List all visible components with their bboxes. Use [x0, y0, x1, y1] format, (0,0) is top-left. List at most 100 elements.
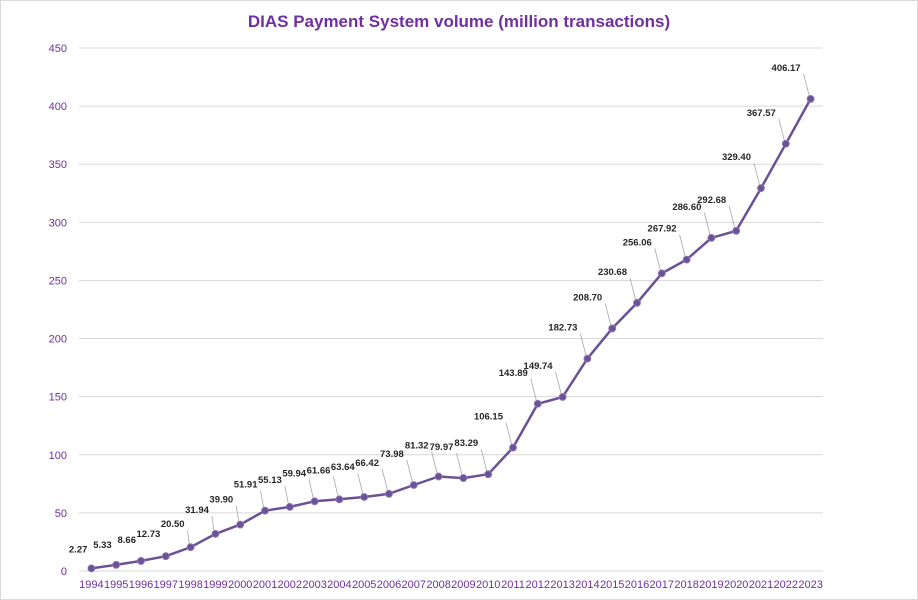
leader-line: [480, 449, 488, 471]
leader-line: [406, 459, 413, 482]
data-label: 2.27: [69, 544, 88, 555]
x-tick-label: 2013: [550, 579, 574, 591]
x-tick-label: 1999: [203, 579, 227, 591]
data-label: 406.17: [772, 63, 801, 74]
data-label: 61.66: [307, 465, 331, 476]
y-tick-label: 450: [49, 43, 67, 55]
x-tick-label: 2003: [302, 579, 326, 591]
x-tick-label: 1996: [129, 579, 153, 591]
x-tick-label: 2016: [625, 579, 649, 591]
leader-line: [530, 378, 537, 401]
y-tick-label: 250: [49, 275, 67, 287]
leader-line: [753, 163, 760, 185]
y-tick-label: 200: [49, 334, 67, 346]
x-tick-label: 2005: [352, 579, 376, 591]
y-tick-label: 0: [61, 566, 67, 578]
chart-title: DIAS Payment System volume (million tran…: [248, 12, 670, 31]
leader-line: [284, 485, 289, 504]
leader-line: [235, 505, 240, 522]
x-axis: 1994 1995 1996 1997 1998 1999 2000 2001 2002 2003…: [79, 579, 823, 591]
data-label: 286.60: [672, 202, 701, 213]
data-point: [186, 543, 195, 552]
x-tick-label: 2018: [674, 579, 698, 591]
leader-line: [260, 490, 264, 508]
leader-line: [803, 73, 810, 96]
y-tick-label: 100: [49, 450, 67, 462]
data-label: 39.90: [209, 495, 233, 506]
leader-line: [211, 515, 215, 531]
data-point: [757, 184, 765, 193]
data-label: 329.40: [722, 152, 751, 163]
x-tick-label: 2022: [774, 579, 798, 591]
data-point: [583, 354, 592, 363]
leader-line: [604, 303, 612, 326]
data-point: [657, 269, 666, 278]
x-tick-label: 2002: [278, 579, 302, 591]
x-tick-label: 2007: [402, 579, 426, 591]
data-point: [633, 298, 641, 307]
data-label: 63.64: [331, 462, 355, 473]
data-label: 8.66: [118, 535, 137, 546]
y-tick-label: 350: [49, 159, 67, 171]
x-tick-label: 2011: [501, 579, 525, 591]
data-point: [608, 324, 617, 333]
x-tick-label: 2004: [327, 579, 351, 591]
data-label: 66.42: [355, 458, 379, 469]
data-point: [484, 470, 493, 479]
leader-line: [357, 472, 364, 494]
data-point: [236, 520, 245, 529]
data-label: 106.15: [474, 412, 504, 423]
data-point: [335, 495, 344, 504]
leader-line: [308, 479, 314, 498]
data-label: 31.94: [185, 505, 209, 516]
x-tick-label: 2017: [650, 579, 674, 591]
data-label: 256.06: [623, 237, 652, 248]
leader-line: [704, 212, 711, 235]
data-label: 83.29: [454, 438, 478, 449]
data-point: [707, 234, 716, 242]
gridlines: [79, 47, 823, 572]
data-point: [434, 472, 443, 481]
x-tick-label: 2000: [228, 579, 252, 591]
data-label: 230.68: [598, 267, 627, 278]
leader-line: [654, 248, 661, 271]
x-tick-label: 1994: [79, 579, 103, 591]
data-point: [285, 503, 294, 511]
data-label: 143.89: [499, 368, 528, 379]
data-point: [781, 139, 790, 148]
y-tick-label: 50: [55, 508, 67, 520]
data-label: 367.57: [747, 108, 776, 119]
data-label: 292.68: [697, 195, 726, 206]
leader-lines: [187, 73, 810, 544]
data-point: [112, 560, 121, 569]
data-point: [558, 393, 567, 401]
leader-line: [679, 234, 686, 257]
data-label: 81.32: [405, 440, 429, 451]
x-tick-label: 2020: [724, 579, 748, 591]
x-tick-label: 2019: [699, 579, 723, 591]
x-tick-label: 2008: [426, 579, 450, 591]
x-tick-label: 2021: [749, 579, 773, 591]
data-point: [310, 497, 319, 506]
x-tick-label: 1995: [104, 579, 128, 591]
x-tick-label: 2006: [377, 579, 401, 591]
data-point: [533, 399, 542, 408]
data-label: 73.98: [380, 449, 404, 460]
leader-line: [555, 371, 562, 394]
data-label: 5.33: [93, 540, 112, 551]
data-label: 79.97: [430, 442, 454, 453]
leader-line: [778, 118, 785, 141]
data-point: [409, 481, 418, 489]
data-label: 208.70: [573, 292, 602, 303]
data-label: 20.50: [161, 519, 185, 530]
data-point: [360, 493, 369, 501]
x-tick-label: 2010: [476, 579, 500, 591]
data-point: [87, 564, 96, 573]
x-tick-label: 2001: [253, 579, 277, 591]
leader-line: [333, 476, 339, 496]
leader-line: [456, 452, 463, 475]
y-axis: 0 50 100 150 200 250 300 350 400 450: [49, 43, 67, 578]
data-point: [211, 529, 220, 538]
